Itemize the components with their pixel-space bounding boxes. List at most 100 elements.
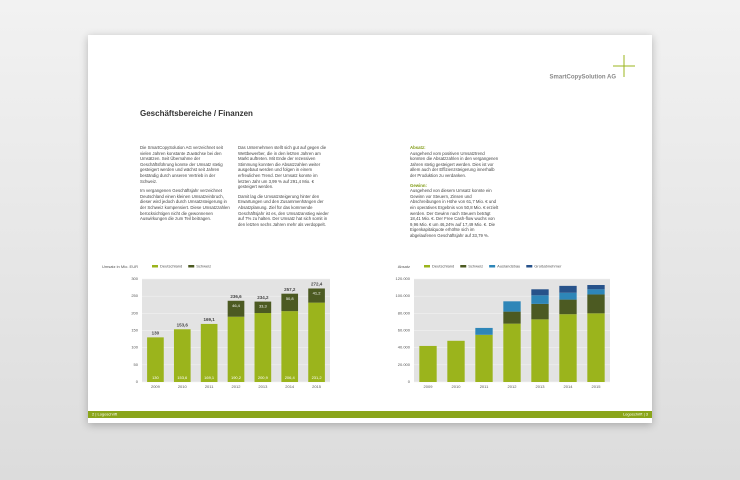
value-label: 169,1 [204,375,215,380]
value-label: 41,2 [313,291,322,296]
legend-label: Schweiz [196,263,211,268]
bar [475,327,493,335]
bar [531,295,549,304]
y-tick-label: 120.000 [396,276,411,281]
section: Absatz: Ausgehend vom positiven Umsatztre… [410,145,500,179]
legend-label: Schweiz [468,263,483,268]
text-column: Das Unternehmen stellt sich gut auf gege… [238,145,330,231]
bar [531,319,549,382]
legend-label: Großabnehmer [534,263,562,268]
bar [173,329,191,382]
total-label: 169,1 [204,317,216,322]
x-tick-label: 2012 [508,384,518,389]
bar [419,345,437,382]
bar [254,301,272,314]
y-tick-label: 200 [131,310,138,315]
value-label: 130 [152,375,159,380]
bar [559,314,577,382]
y-tick-label: 100.000 [396,293,411,298]
x-tick-label: 2011 [480,384,489,389]
y-tick-label: 40.000 [398,345,411,350]
bar [281,311,299,382]
total-label: 257,2 [284,287,296,292]
bar [308,288,325,303]
value-label: 190,2 [231,375,242,380]
bar [308,302,325,382]
y-tick-label: 80.000 [398,310,411,315]
x-tick-label: 2015 [592,384,602,389]
bar [587,285,605,290]
value-label: 206,4 [285,375,296,380]
legend-swatch [489,265,496,268]
y-axis-label: Umsatz in Mio. EUR [102,264,138,269]
bar [200,323,218,382]
x-tick-label: 2014 [564,384,574,389]
y-tick-label: 0 [408,379,411,384]
x-tick-label: 2010 [452,384,462,389]
y-tick-label: 250 [131,293,138,298]
x-tick-label: 2011 [205,384,214,389]
y-tick-label: 60.000 [398,328,411,333]
total-label: 272,4 [311,282,323,287]
footer-left: 2 | Logoschrift [92,412,118,417]
legend-swatch [526,265,533,268]
paragraph: Ausgehend von diesem Umsatz konnte ein G… [410,188,499,238]
bar [559,285,577,293]
bar [503,323,521,382]
bar [559,299,577,315]
bar [227,316,245,382]
value-label: 50,8 [286,296,295,301]
x-tick-label: 2009 [424,384,434,389]
y-tick-label: 300 [131,276,138,281]
footer-right: Logoschrift | 3 [623,412,649,417]
legend-label: Deutschland [160,263,182,268]
bar [281,293,299,312]
bar [559,292,577,300]
section-heading: Gewinn: [410,182,427,188]
bar [254,313,272,382]
legend-swatch [424,265,430,268]
x-tick-label: 2014 [285,384,295,389]
value-label: 153,6 [177,375,188,380]
bar [587,313,605,382]
value-label: 46,4 [232,303,241,308]
legend-label: Deutschland [432,263,454,268]
y-axis-label: Absatz [398,264,410,269]
legend-label: Auslandsbau [497,263,520,268]
bar [531,289,549,296]
title: Geschäftsbereiche / Finanzen [140,109,253,118]
value-label: 200,9 [258,375,269,380]
y-tick-label: 50 [134,362,139,367]
text-column: Die SmartCopySolution AG verzeichnet sei… [140,145,230,226]
y-tick-label: 0 [136,379,139,384]
x-tick-label: 2013 [536,384,546,389]
total-label: 153,6 [177,322,189,327]
bar [447,340,465,382]
text-column: Absatz: Ausgehend vom positiven Umsatztre… [410,145,500,243]
company-name: SmartCopySolution AG [550,75,617,81]
bar [503,301,521,312]
total-label: 130 [152,331,160,336]
x-tick-label: 2013 [258,384,268,389]
bar [587,294,605,314]
section: Gewinn: Ausgehend von diesem Umsatz konnt… [410,183,500,239]
total-label: 236,6 [230,294,242,299]
bar [587,289,605,295]
y-tick-label: 100 [131,345,138,350]
legend-swatch [152,265,158,268]
bar [503,311,521,324]
bar [531,303,549,320]
paragraph: Im vergangenen Geschäftsjahr verzeichnet… [140,188,230,222]
x-tick-label: 2010 [178,384,188,389]
y-tick-label: 20.000 [398,362,411,367]
value-label: 231,2 [312,375,323,380]
paragraph: Das Unternehmen stellt sich gut auf gege… [238,145,327,190]
paragraph: Ausgehend vom positiven Umsatztrend konn… [410,150,499,178]
value-label: 33,3 [259,304,268,309]
bar [475,334,493,382]
x-tick-label: 2015 [312,384,322,389]
section-heading: Absatz: [410,145,426,150]
bar [227,300,245,317]
